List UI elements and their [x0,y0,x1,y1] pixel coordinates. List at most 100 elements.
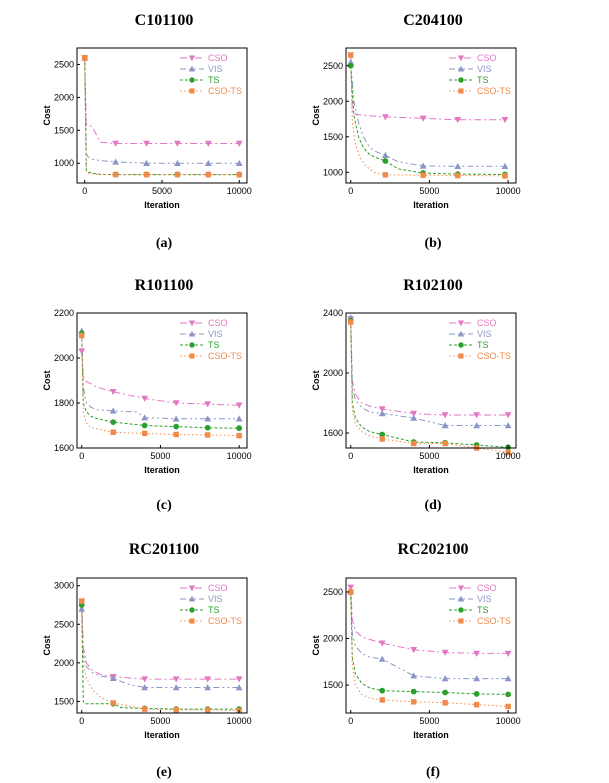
y-tick-label: 1600 [54,443,74,453]
y-tick-label: 2000 [54,353,74,363]
data-point-ts [379,431,386,438]
data-point-cso [78,348,86,355]
x-axis-label: Iteration [413,200,449,210]
legend-marker-cso [457,55,465,62]
data-point-vis [473,675,481,682]
panel-caption: (b) [424,236,441,251]
series-line-ts [350,65,506,175]
data-point-vis [172,415,180,422]
data-point-cso-ts [348,589,354,595]
y-tick-label: 1500 [323,132,343,142]
data-point-cso-ts [112,171,119,178]
y-tick-label: 3000 [54,581,74,591]
data-point-vis [410,672,418,679]
data-point-cso-ts [173,707,179,713]
data-point-vis [143,159,150,166]
chart-panel-4: R102100 (d) 0 5000 10000 1600 2000 2400 Iteratio… [311,277,521,513]
legend-marker-ts [458,77,464,83]
x-tick-label: 10000 [496,451,521,461]
data-point-cso [504,412,512,419]
x-tick-label: 0 [348,186,353,196]
data-point-ts [382,158,389,164]
legend-entry-cso: CSO [477,318,497,328]
data-point-vis [504,422,512,429]
data-point-cso-ts [473,701,480,708]
y-tick-label: 1500 [54,125,74,135]
y-axis-label: Cost [42,635,52,655]
series-line-cso-ts [350,321,509,453]
data-point-cso [143,140,150,147]
series-line-cso [81,351,240,406]
data-point-cso [441,412,449,419]
legend-marker-vis [457,65,465,72]
data-point-cso-ts [82,55,88,61]
data-point-vis [174,159,181,166]
data-point-cso [204,401,212,408]
data-point-cso-ts [143,171,150,178]
legend-marker-ts [189,607,195,613]
data-point-vis [78,605,86,612]
data-point-cso-ts [382,172,389,178]
x-tick-label: 0 [82,186,87,196]
y-tick-label: 1800 [54,398,74,408]
data-point-cso-ts [173,431,179,438]
data-point-cso-ts [348,319,354,325]
data-point-ts [379,687,386,694]
chart-title: C204100 [403,12,463,29]
data-point-vis [235,684,243,691]
data-point-cso-ts [79,332,85,339]
y-tick-label: 1000 [323,167,343,177]
data-point-vis [141,684,149,691]
legend-marker-cso-ts [458,618,464,624]
data-point-cso-ts [379,436,385,442]
chart-title: R101100 [135,277,194,294]
x-tick-label: 5000 [150,451,170,461]
legend-marker-cso [188,320,196,327]
x-axis-label: Iteration [144,200,180,210]
x-tick-label: 10000 [227,716,252,726]
data-point-vis [441,422,449,429]
y-tick-label: 2000 [323,634,343,644]
data-point-vis [141,414,149,421]
series-line-cso-ts [350,591,509,707]
data-point-cso [235,140,243,147]
x-tick-label: 10000 [227,451,252,461]
chart-panel-3: R101100 (c) 0 5000 10000 1600 1800 2000 2200 Iter… [42,277,252,513]
series-line-cso-ts [84,57,240,176]
data-point-cso [473,650,481,657]
data-point-cso-ts [348,52,354,58]
x-tick-label: 5000 [152,186,172,196]
data-point-cso-ts [420,172,426,178]
data-point-vis [204,415,212,422]
panel-caption: (a) [156,236,173,251]
legend-entry-cso: CSO [208,318,228,328]
legend-marker-vis [457,595,465,602]
data-point-cso [473,412,481,419]
legend-entry-cso-ts: CSO-TS [208,351,242,361]
data-point-vis [454,162,462,170]
plot-frame [76,577,248,714]
data-point-ts [204,424,211,431]
y-tick-label: 2500 [54,619,74,629]
legend-entry-cso: CSO [477,583,497,593]
legend-marker-ts [458,342,464,348]
chart-title: C101100 [135,12,194,29]
y-tick-label: 2200 [54,308,74,318]
data-point-vis [501,162,509,170]
y-axis-label: Cost [311,105,321,125]
data-point-cso-ts [204,432,211,438]
series-line-vis [350,317,509,426]
data-point-cso [141,395,149,402]
data-point-cso [501,117,509,124]
chart-panel-2: C204100 (b) 0 5000 10000 1000 1500 2000 2500 Iter… [311,12,521,251]
data-point-vis [504,675,512,682]
series-line-vis [84,57,240,164]
legend-entry-vis: VIS [477,329,492,339]
chart-title: RC202100 [397,541,468,558]
data-point-cso-ts [442,700,448,706]
data-point-vis [204,159,212,166]
x-axis-label: Iteration [144,730,180,740]
